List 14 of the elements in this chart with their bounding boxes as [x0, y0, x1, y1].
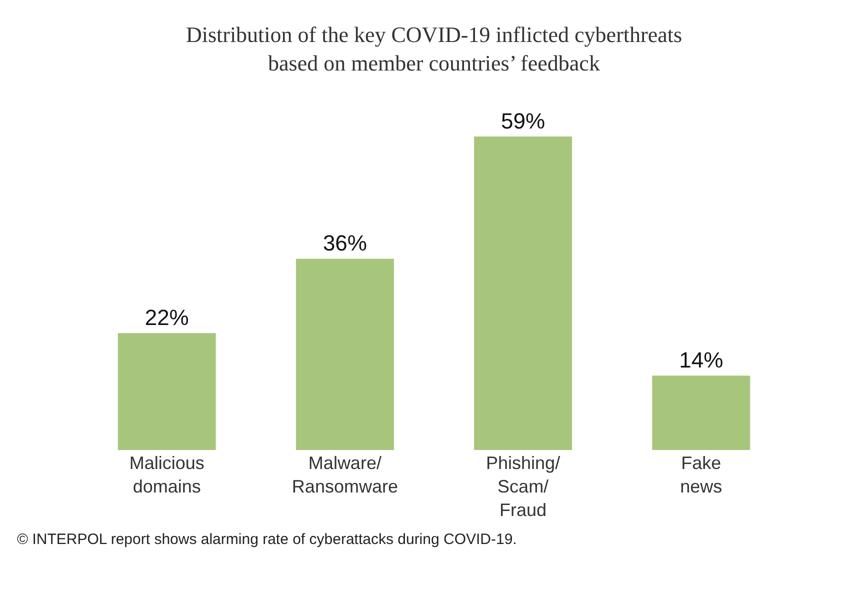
x-tick-label: Malicious domains — [129, 453, 204, 496]
x-tick-label: Fake news — [680, 453, 722, 496]
bar — [474, 136, 572, 450]
bar — [296, 258, 394, 450]
data-label: 14% — [679, 348, 724, 373]
data-label: 22% — [144, 305, 189, 330]
data-label: 59% — [501, 108, 546, 134]
x-tick-label: Phishing/ Scam/ Fraud — [486, 453, 560, 520]
text: © INTERPOL report shows alarming rate of cyberattacks during COVID-19. — [17, 531, 517, 548]
data-label: 36% — [322, 230, 367, 256]
bar — [652, 376, 750, 450]
chart-title: Distribution of the key COVID-19 inflicted cyberthreats based on member countries’ feedback — [186, 22, 682, 76]
x-tick-label: Malware/ Ransomware — [292, 453, 398, 496]
bar — [118, 333, 216, 450]
